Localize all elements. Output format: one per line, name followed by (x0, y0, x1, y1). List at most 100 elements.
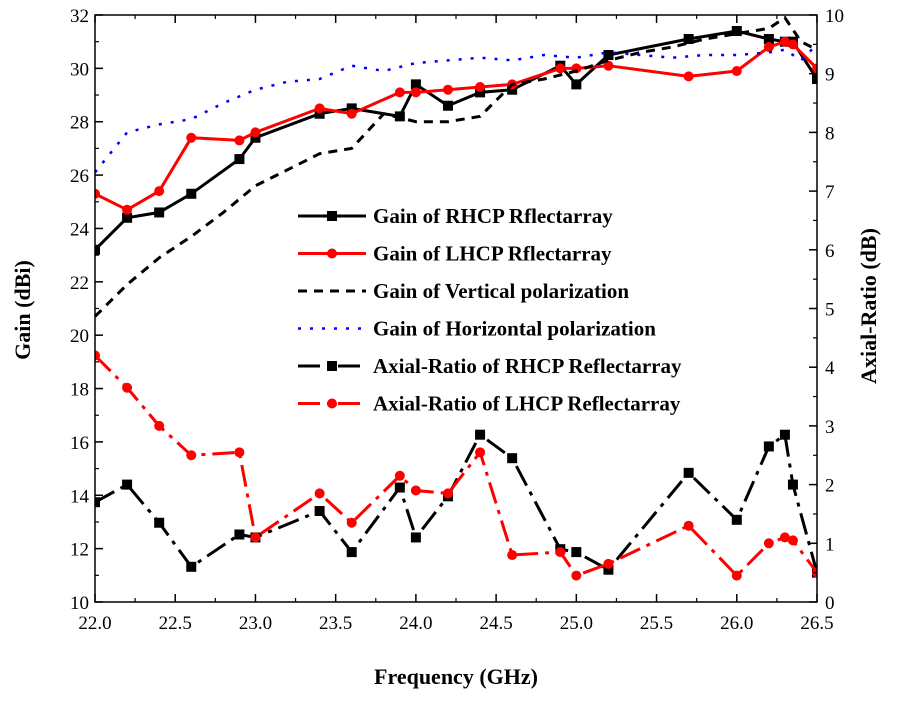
series-2-point (555, 63, 566, 74)
series-3-line (95, 15, 817, 318)
series-2-point (122, 204, 133, 215)
series-6-point (410, 485, 421, 496)
axes-layer: 22.0 22.5 23.0 23.5 24.0 24.5 25.0 25.5 26.0 26.5… (70, 6, 844, 634)
y-left-tick-label: 28 (70, 113, 89, 134)
series-1-point (442, 100, 453, 111)
series-3 (95, 15, 817, 318)
series-1-point (122, 212, 133, 223)
series-5-point (787, 479, 798, 490)
x-tick-label: 24.0 (399, 613, 432, 634)
series-6-point (442, 488, 453, 499)
series-1-point (731, 26, 742, 37)
y-left-tick-label: 20 (70, 326, 89, 347)
x-axis-title: Frequency (GHz) (374, 664, 538, 689)
series-1-point (346, 103, 357, 114)
series-6-point (475, 447, 486, 458)
series-5-point (779, 429, 790, 440)
series-6-line (95, 354, 817, 578)
y-right-tick-label: 0 (825, 593, 835, 614)
series-2 (95, 36, 817, 215)
series-1-point (683, 34, 694, 45)
series-6-point (603, 558, 614, 569)
series-2-point (154, 186, 165, 197)
series-2-point (234, 135, 245, 146)
series-2-point (394, 87, 405, 98)
series-6-point (346, 517, 357, 528)
legend-marker (327, 248, 337, 259)
series-5-point (683, 467, 694, 478)
series-5-point (186, 561, 197, 572)
series-2-point (603, 60, 614, 71)
series-5-point (571, 547, 582, 558)
series-2-point (763, 42, 774, 53)
legend: Gain of RHCP Rflectarray Gain of LHCP Rfl… (298, 204, 682, 416)
y-right-tick-label: 2 (825, 476, 835, 497)
series-6-point (555, 547, 566, 558)
series-1-point (571, 79, 582, 90)
series-5-line (95, 432, 817, 573)
series-2-point (410, 87, 421, 98)
legend-label: Gain of Horizontal polarization (373, 317, 656, 341)
series-2-point (442, 84, 453, 95)
series-1-point (250, 132, 261, 143)
legend-label: Axial-Ratio of LHCP Reflectarray (373, 392, 681, 416)
series-2-point (475, 82, 486, 93)
x-tick-label: 25.5 (640, 613, 673, 634)
series-5-point (731, 514, 742, 525)
series-6-point (122, 382, 133, 393)
series-5-point (763, 441, 774, 452)
series-5-point (234, 529, 245, 540)
series-2-point (787, 39, 798, 50)
series-6-point (250, 532, 261, 543)
series-6 (95, 350, 817, 581)
y-axis-right-title: Axial-Ratio (dB) (856, 228, 881, 384)
legend-item: Axial-Ratio of RHCP Reflectarray (298, 354, 682, 378)
series-4-line (95, 43, 817, 174)
series-5-point (95, 497, 100, 508)
series-2-line (95, 40, 817, 212)
series-2-point (250, 127, 261, 138)
y-left-tick-label: 30 (70, 59, 89, 80)
series-1-point (410, 79, 421, 90)
y-right-tick-label: 9 (825, 65, 835, 86)
series-6-point (95, 350, 100, 361)
x-tick-label: 22.0 (78, 613, 111, 634)
legend-item: Axial-Ratio of LHCP Reflectarray (298, 392, 681, 416)
y-left-tick-label: 18 (70, 380, 89, 401)
series-1-point (507, 84, 518, 95)
legend-marker (327, 361, 337, 371)
series-5-point (603, 564, 614, 575)
series-6-point (154, 420, 165, 431)
series-1-point (812, 74, 817, 85)
series-1-point (603, 50, 614, 61)
series-1-point (475, 87, 486, 98)
legend-item: Gain of RHCP Rflectarray (298, 204, 613, 228)
series-2-point (812, 63, 817, 74)
series-6-point (787, 535, 798, 546)
legend-label: Gain of LHCP Rflectarray (373, 242, 612, 266)
series-6-point (314, 488, 325, 499)
legend-label: Gain of RHCP Rflectarray (373, 204, 613, 228)
series-6-point (507, 550, 518, 561)
series-5 (95, 429, 817, 578)
y-left-tick-label: 32 (70, 6, 89, 27)
series-2-point (683, 71, 694, 82)
series-5-point (475, 429, 486, 440)
x-tick-label: 23.0 (239, 613, 272, 634)
y-left-tick-label: 26 (70, 166, 89, 187)
series-2-point (779, 36, 790, 47)
series-5-point (346, 547, 357, 558)
series-4 (95, 43, 817, 174)
series-6-point (394, 470, 405, 481)
legend-label: Gain of Vertical polarization (373, 279, 629, 303)
legend-item: Gain of Vertical polarization (298, 279, 629, 303)
series-6-point (779, 532, 790, 543)
x-tick-label: 24.5 (479, 613, 512, 634)
y-right-tick-label: 3 (825, 417, 835, 438)
series-5-point (314, 506, 325, 517)
series-1-point (314, 108, 325, 119)
series-6-point (683, 520, 694, 531)
x-tick-label: 26.0 (720, 613, 753, 634)
series-6-point (571, 570, 582, 581)
